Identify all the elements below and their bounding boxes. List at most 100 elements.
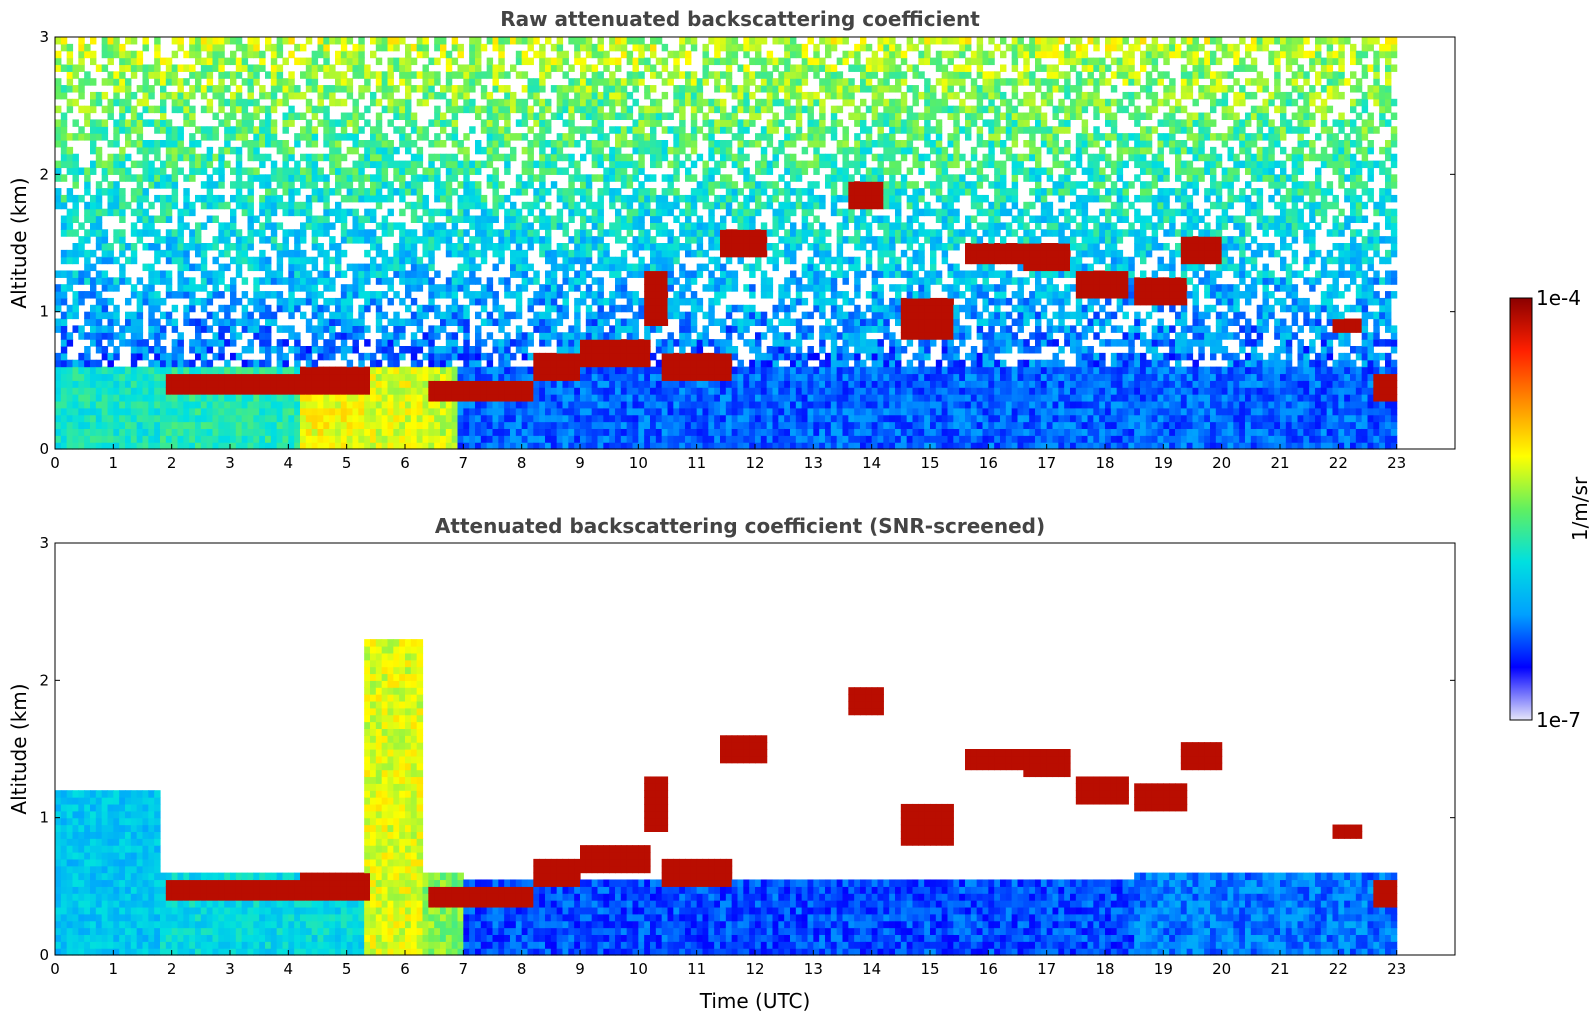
heatmap-cell — [428, 291, 435, 299]
heatmap-cell — [142, 284, 149, 292]
heatmap-cell — [539, 325, 546, 333]
heatmap-cell — [387, 400, 394, 409]
heatmap-cell — [212, 373, 219, 381]
heatmap-cell — [241, 387, 249, 395]
heatmap-cell — [387, 119, 394, 127]
heatmap-cell — [720, 414, 727, 423]
heatmap-cell — [650, 140, 657, 148]
heatmap-cell — [498, 229, 505, 237]
heatmap-cell — [428, 359, 435, 368]
heatmap-cell — [381, 249, 389, 258]
heatmap-cell — [445, 339, 453, 347]
heatmap-cell — [55, 387, 62, 395]
heatmap-cell — [101, 325, 109, 333]
heatmap-cell — [615, 332, 622, 340]
heatmap-cell — [702, 325, 709, 333]
heatmap-cell — [78, 126, 85, 134]
heatmap-cell — [393, 421, 400, 429]
heatmap-cell — [650, 318, 657, 326]
heatmap-cell — [60, 133, 68, 141]
heatmap-cell — [580, 105, 587, 114]
heatmap-cell — [498, 71, 505, 79]
heatmap-cell — [451, 421, 459, 429]
heatmap-cell — [690, 366, 698, 375]
heatmap-cell — [276, 243, 284, 251]
heatmap-cell — [626, 140, 634, 148]
heatmap-cell — [486, 153, 494, 162]
heatmap-cell — [370, 387, 377, 395]
heatmap-cell — [90, 146, 97, 155]
heatmap-cell — [206, 188, 214, 196]
heatmap-cell — [235, 85, 243, 93]
heatmap-cell — [136, 311, 144, 320]
heatmap-cell — [55, 291, 62, 299]
heatmap-cell — [550, 421, 558, 429]
heatmap-cell — [142, 153, 149, 162]
heatmap-cell — [200, 57, 208, 66]
heatmap-cell — [346, 428, 354, 436]
heatmap-cell — [556, 37, 564, 45]
heatmap-cell — [259, 380, 266, 388]
heatmap-cell — [615, 428, 622, 436]
heatmap-cell — [550, 318, 558, 326]
heatmap-cell — [329, 339, 336, 347]
heatmap-cell — [539, 85, 546, 93]
heatmap-cell — [667, 229, 674, 237]
heatmap-cell — [200, 222, 208, 230]
heatmap-cell — [533, 50, 540, 59]
heatmap-cell — [632, 263, 639, 272]
heatmap-cell — [580, 57, 587, 66]
heatmap-cell — [445, 98, 453, 107]
heatmap-cell — [568, 236, 575, 244]
heatmap-cell — [492, 112, 499, 120]
heatmap-cell — [224, 414, 231, 423]
heatmap-cell — [142, 387, 149, 395]
heatmap-cell — [206, 146, 214, 155]
heatmap-cell — [527, 174, 534, 182]
heatmap-cell — [620, 153, 628, 162]
heatmap-cell — [259, 332, 266, 340]
heatmap-cell — [661, 277, 669, 285]
heatmap-cell — [539, 297, 546, 306]
heatmap-cell — [463, 304, 470, 313]
heatmap-cell — [72, 435, 79, 443]
heatmap-cell — [521, 229, 529, 237]
heatmap-cell — [183, 421, 190, 429]
heatmap-cell — [195, 373, 202, 381]
heatmap-cell — [550, 400, 558, 409]
heatmap-cell — [638, 160, 645, 169]
heatmap-cell — [177, 256, 184, 265]
heatmap-cell — [469, 215, 476, 223]
heatmap-cell — [125, 153, 132, 162]
heatmap-cell — [200, 194, 208, 203]
heatmap-cell — [457, 277, 464, 285]
heatmap-cell — [130, 380, 138, 388]
heatmap-cell — [609, 229, 616, 237]
heatmap-cell — [620, 318, 628, 326]
heatmap-cell — [679, 194, 686, 203]
heatmap-cell — [370, 91, 377, 100]
heatmap-cell — [445, 160, 453, 169]
heatmap-cell — [235, 194, 243, 203]
heatmap-cell — [440, 284, 447, 292]
heatmap-cell — [154, 37, 161, 45]
heatmap-cell — [591, 236, 599, 244]
heatmap-cell — [463, 98, 470, 107]
heatmap-cell — [574, 407, 581, 416]
heatmap-cell — [78, 50, 85, 59]
heatmap-cell — [66, 57, 74, 66]
heatmap-cell — [142, 167, 149, 175]
heatmap-cell — [685, 236, 692, 244]
heatmap-cell — [422, 394, 429, 402]
heatmap-cell — [609, 85, 616, 93]
heatmap-cell — [405, 112, 412, 120]
heatmap-cell — [539, 359, 546, 368]
heatmap-cell — [136, 297, 144, 306]
heatmap-cell — [410, 414, 418, 423]
heatmap-cell — [72, 325, 79, 333]
heatmap-cell — [311, 57, 319, 66]
heatmap-cell — [148, 174, 155, 182]
heatmap-cell — [364, 64, 371, 72]
heatmap-cell — [685, 400, 692, 409]
heatmap-cell — [154, 153, 161, 162]
